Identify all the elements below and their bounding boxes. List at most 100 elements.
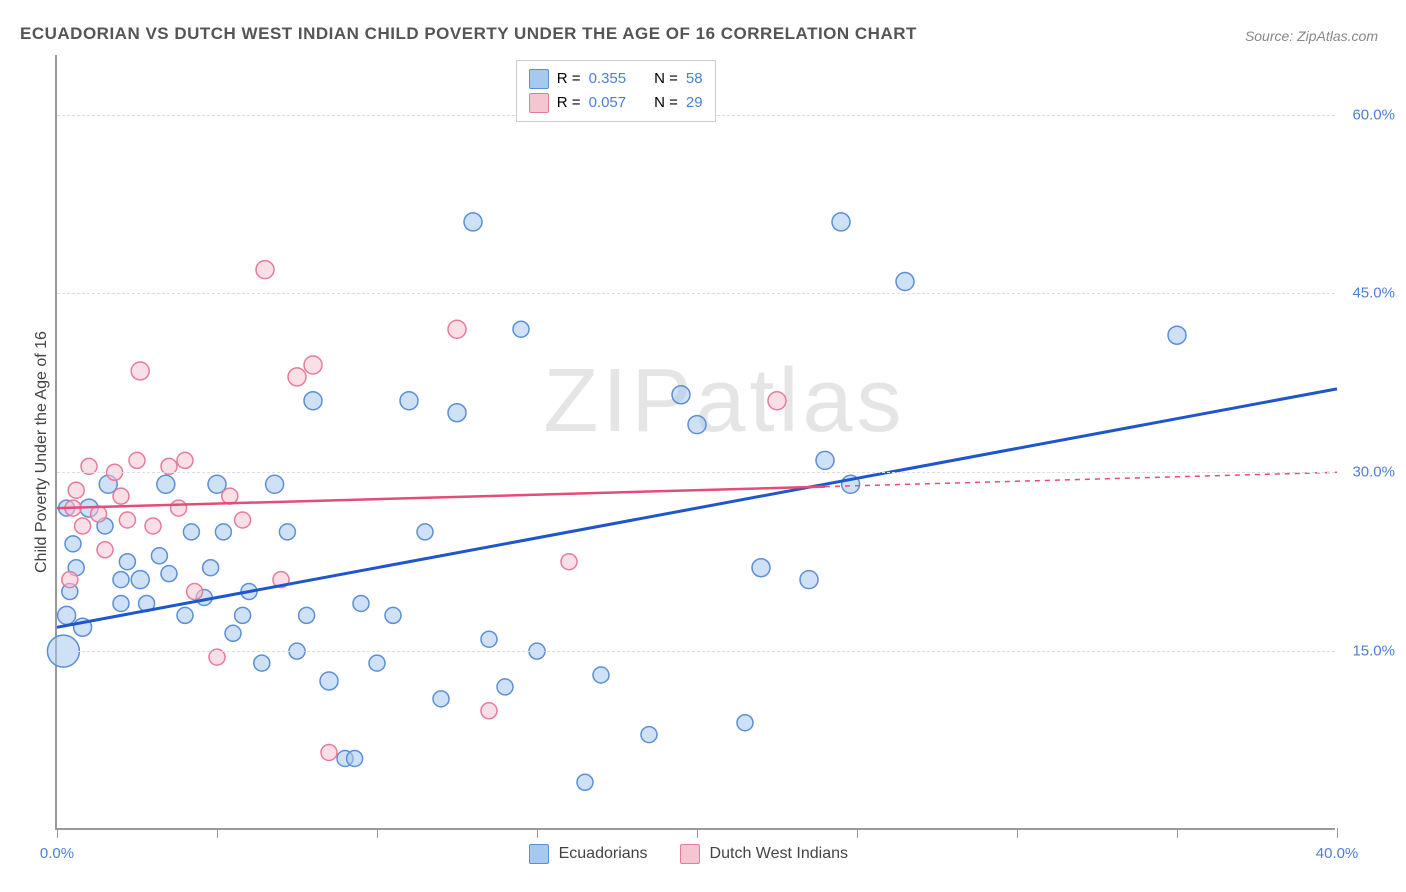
trend-line-extrapolation [825,472,1337,486]
x-tick-label: 40.0% [1316,845,1359,862]
x-tick [377,828,378,838]
data-point [225,625,241,641]
data-point [464,213,482,231]
data-point [215,524,231,540]
gridline [57,293,1335,294]
data-point [672,386,690,404]
data-point [448,404,466,422]
data-point [279,524,295,540]
data-point [304,392,322,410]
data-point [235,607,251,623]
legend-r-label: R = [557,67,581,91]
data-point [119,512,135,528]
data-point [68,482,84,498]
data-point [187,584,203,600]
data-point [896,273,914,291]
legend-swatch [529,69,549,89]
legend-n-label: N = [654,91,678,115]
data-point [577,774,593,790]
data-point [62,572,78,588]
data-point [288,368,306,386]
x-tick [1177,828,1178,838]
x-tick [217,828,218,838]
data-point [688,416,706,434]
data-point [417,524,433,540]
legend-correlation-row: R =0.355N =58 [529,67,703,91]
data-point [65,536,81,552]
y-tick-label: 45.0% [1352,285,1395,302]
data-point [131,571,149,589]
legend-swatch [529,93,549,113]
data-point [177,607,193,623]
data-point [119,554,135,570]
data-point [299,607,315,623]
chart-container: ECUADORIAN VS DUTCH WEST INDIAN CHILD PO… [0,0,1406,892]
y-tick-label: 15.0% [1352,643,1395,660]
data-point [113,595,129,611]
data-point [161,566,177,582]
scatter-plot-svg [57,55,1337,830]
data-point [254,655,270,671]
data-point [91,506,107,522]
data-point [177,452,193,468]
legend-swatch [529,844,549,864]
data-point [737,715,753,731]
data-point [58,606,76,624]
data-point [320,672,338,690]
data-point [235,512,251,528]
legend-r-label: R = [557,91,581,115]
data-point [157,475,175,493]
x-tick [537,828,538,838]
data-point [304,356,322,374]
data-point [203,560,219,576]
legend-n-label: N = [654,67,678,91]
chart-title: ECUADORIAN VS DUTCH WEST INDIAN CHILD PO… [20,24,917,44]
data-point [1168,326,1186,344]
data-point [129,452,145,468]
legend-series: Ecuadorians Dutch West Indians [529,844,870,864]
data-point [97,542,113,558]
x-tick [1337,828,1338,838]
data-point [113,572,129,588]
x-tick [1017,828,1018,838]
data-point [222,488,238,504]
legend-n-value: 29 [686,91,703,115]
plot-area: ZIPatlas 15.0%30.0%45.0%60.0%0.0%40.0% [55,55,1335,830]
data-point [768,392,786,410]
data-point [113,488,129,504]
data-point [752,559,770,577]
legend-n-value: 58 [686,67,703,91]
y-tick-label: 60.0% [1352,106,1395,123]
legend-r-value: 0.057 [589,91,627,115]
data-point [800,571,818,589]
data-point [369,655,385,671]
legend-series-label: Dutch West Indians [710,845,848,863]
data-point [171,500,187,516]
data-point [353,595,369,611]
x-tick-label: 0.0% [40,845,74,862]
data-point [256,261,274,279]
legend-correlation-row: R = 0.057 N = 29 [529,91,703,115]
data-point [561,554,577,570]
legend-series-label: Ecuadorians [559,845,648,863]
data-point [183,524,199,540]
data-point [481,703,497,719]
data-point [433,691,449,707]
data-point [400,392,418,410]
x-tick [857,828,858,838]
data-point [347,750,363,766]
source-attribution: Source: ZipAtlas.com [1245,28,1378,44]
data-point [145,518,161,534]
data-point [593,667,609,683]
data-point [321,745,337,761]
data-point [641,727,657,743]
data-point [513,321,529,337]
data-point [385,607,401,623]
data-point [448,320,466,338]
gridline [57,472,1335,473]
data-point [497,679,513,695]
data-point [832,213,850,231]
data-point [481,631,497,647]
y-axis-label: Child Poverty Under the Age of 16 [33,331,51,573]
legend-correlation-box: R =0.355N =58R =0.057N =29 [516,60,716,122]
